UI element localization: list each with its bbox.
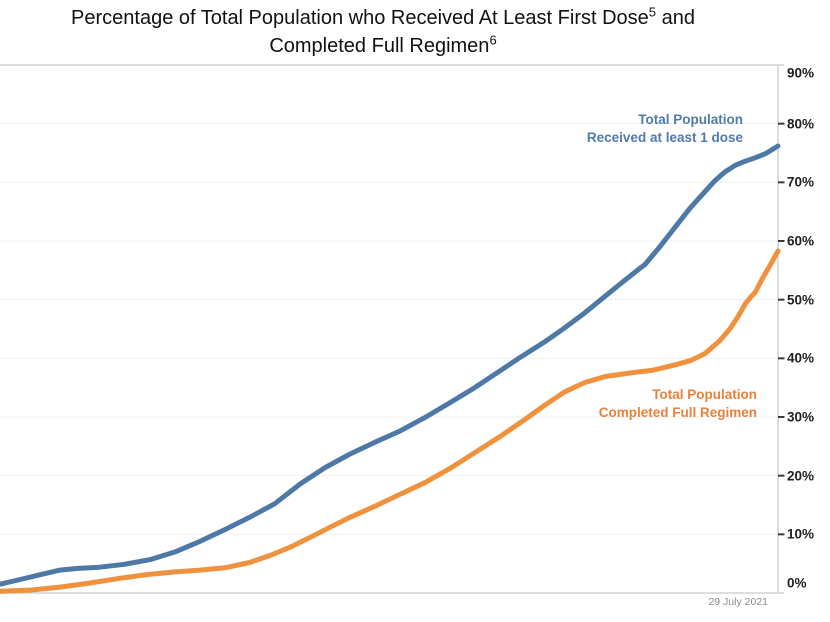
date-annotation: 29 July 2021 [708,596,768,608]
y-axis-label-60: 60% [787,233,815,249]
series-label-first-dose-line1: Total Population [638,112,743,127]
y-axis-label-70: 70% [787,174,815,190]
footnote-ref-6: 6 [489,32,497,48]
y-axis-label-80: 80% [787,116,815,132]
y-axis-label-50: 50% [787,292,815,308]
y-axis-label-10: 10% [787,526,815,542]
y-axis-label-0: 0% [787,575,807,591]
series-line-full-regimen [0,248,781,594]
series-label-full-regimen: Total Population Completed Full Regimen [599,386,757,422]
footnote-ref-5: 5 [648,4,657,20]
series-label-first-dose: Total Population Received at least 1 dos… [587,111,743,147]
y-axis-label-20: 20% [787,468,815,484]
series-label-first-dose-line2: Received at least 1 dose [586,130,743,145]
chart-title-line1-tail: and [656,7,695,29]
y-axis-label-90: 90% [787,65,815,81]
chart-title-line2: Completed Full Regimen [269,35,490,57]
y-axis-label-40: 40% [787,350,815,366]
series-line-first-dose [0,143,781,587]
series-label-full-regimen-line1: Total Population [652,387,757,402]
series-label-full-regimen-line2: Completed Full Regimen [598,405,757,420]
chart-title: Percentage of Total Population who Recei… [0,4,766,60]
y-axis-label-30: 30% [787,409,815,425]
chart-title-line1: Percentage of Total Population who Recei… [71,7,649,29]
